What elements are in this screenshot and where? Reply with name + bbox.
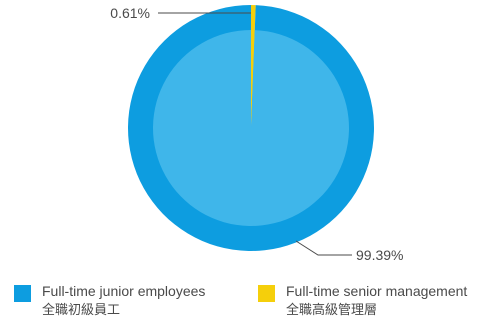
legend-label-junior-en: Full-time junior employees [42, 283, 206, 299]
legend-label-senior-zh: 全職高級管理層 [286, 303, 378, 318]
pie-slices [127, 5, 375, 251]
data-labels: 0.61% 99.39% [110, 5, 403, 263]
legend-item-junior: Full-time junior employees 全職初級員工 [14, 282, 205, 320]
pie-slice-inner-0 [153, 30, 349, 226]
legend-swatch-senior [258, 285, 275, 302]
data-label-junior: 99.39% [356, 247, 403, 263]
legend-swatch-junior [14, 285, 31, 302]
pie-slice-inner-1 [251, 30, 255, 128]
legend-label-junior: Full-time junior employees 全職初級員工 [42, 282, 205, 320]
legend-item-senior: Full-time senior management 全職高級管理層 [258, 282, 467, 320]
legend-label-senior-en: Full-time senior management [286, 283, 468, 299]
leader-line-junior [295, 240, 352, 256]
legend-label-junior-zh: 全職初級員工 [42, 303, 121, 318]
data-label-senior: 0.61% [110, 5, 150, 21]
legend-label-senior: Full-time senior management 全職高級管理層 [286, 282, 467, 320]
